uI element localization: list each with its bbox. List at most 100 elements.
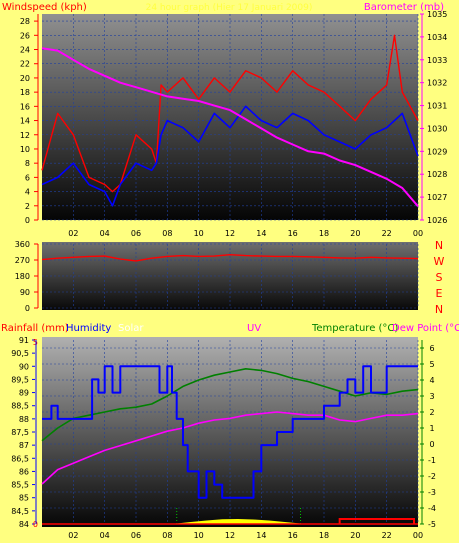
lower-x-tick-18: 18 <box>319 531 329 540</box>
wind-y-tick-12: 12 <box>20 131 30 140</box>
direction-grid <box>42 243 419 309</box>
humidity-line <box>42 365 418 499</box>
hum-y-tick-90: 90 <box>19 362 29 371</box>
temperature-label: Temperature (°C) <box>311 323 398 334</box>
lower-x-tick-12: 12 <box>225 531 235 540</box>
wind-y-tick-4: 4 <box>25 188 30 197</box>
wind-y-tick-8: 8 <box>25 159 30 168</box>
barometer-line <box>41 47 419 207</box>
temp-y-tick--4: -4 <box>428 504 436 513</box>
series-group <box>41 34 419 525</box>
wind-avg-line <box>41 105 419 207</box>
compass-n-bottom: N <box>435 303 443 316</box>
baro-y-tick-1031: 1031 <box>427 102 447 111</box>
wind-y-tick-24: 24 <box>20 46 30 55</box>
baro-y-tick-1026: 1026 <box>427 216 447 225</box>
hum-y-tick-89: 89 <box>19 389 29 398</box>
wind-x-tick-18: 18 <box>319 229 329 238</box>
lower-x-tick-22: 22 <box>382 531 392 540</box>
rainfall-label: Rainfall (mm) <box>1 323 69 334</box>
wind-y-tick-14: 14 <box>20 117 30 126</box>
lower-x-tick-16: 16 <box>288 531 298 540</box>
lower-x-tick-02: 02 <box>68 531 78 540</box>
temp-y-tick-0: 0 <box>429 440 434 449</box>
baro-y-tick-1028: 1028 <box>427 170 447 179</box>
wind-y-tick-6: 6 <box>25 173 30 182</box>
dir-y-tick-0: 0 <box>25 304 30 313</box>
wind-y-tick-0: 0 <box>25 216 30 225</box>
dir-y-tick-90: 90 <box>20 288 30 297</box>
wind-gust-line <box>41 34 419 193</box>
temp-y-tick--3: -3 <box>428 488 436 497</box>
hum-y-tick-85,5: 85,5 <box>11 481 29 490</box>
wind-y-tick-10: 10 <box>20 145 30 154</box>
chart-title: 24 hour graph (Hier 17 Januari 2009) <box>146 3 313 13</box>
hum-y-tick-88: 88 <box>19 415 29 424</box>
hum-y-tick-86: 86 <box>19 467 29 476</box>
hum-y-tick-87: 87 <box>19 441 29 450</box>
compass-n-top: N <box>435 239 443 252</box>
hum-y-tick-84,5: 84,5 <box>11 507 29 516</box>
temp-y-tick--1: -1 <box>428 456 436 465</box>
baro-y-tick-1033: 1033 <box>427 56 447 65</box>
wind-y-tick-18: 18 <box>20 88 30 97</box>
dewpoint-label: Dew Point (°C) <box>392 323 459 334</box>
wind-x-tick-10: 10 <box>194 229 204 238</box>
baro-y-tick-1030: 1030 <box>427 124 447 133</box>
wind-x-tick-04: 04 <box>100 229 110 238</box>
temp-y-tick-3: 3 <box>429 392 434 401</box>
baro-y-tick-1034: 1034 <box>427 33 447 42</box>
lower-x-tick-14: 14 <box>256 531 266 540</box>
wind-x-tick-00: 00 <box>413 229 423 238</box>
lower-x-tick-00: 00 <box>413 531 423 540</box>
rain-y-tick-5: 5 <box>33 338 38 347</box>
wind-y-tick-22: 22 <box>20 60 30 69</box>
temp-y-tick--5: -5 <box>428 520 436 529</box>
wind-x-tick-02: 02 <box>68 229 78 238</box>
wind-y-tick-28: 28 <box>20 17 30 26</box>
wind-x-tick-06: 06 <box>131 229 141 238</box>
hum-y-tick-86,5: 86,5 <box>11 454 29 463</box>
baro-y-tick-1027: 1027 <box>427 193 447 202</box>
wind-x-tick-16: 16 <box>288 229 298 238</box>
dewpoint-line <box>41 411 419 485</box>
humidity-label: Humidity <box>66 323 111 334</box>
baro-y-tick-1032: 1032 <box>427 79 447 88</box>
hum-y-tick-90,5: 90,5 <box>11 349 29 358</box>
temp-y-tick-5: 5 <box>429 360 434 369</box>
wind-x-tick-14: 14 <box>256 229 266 238</box>
hum-y-tick-91: 91 <box>19 336 29 345</box>
wind-y-tick-20: 20 <box>20 74 30 83</box>
wind-y-tick-26: 26 <box>20 31 30 40</box>
baro-y-tick-1035: 1035 <box>427 10 447 19</box>
temperature-line <box>41 367 419 442</box>
hum-y-tick-89,5: 89,5 <box>11 375 29 384</box>
lower-x-tick-04: 04 <box>100 531 110 540</box>
axes: 02 04 06 08 10 12 14 16 18 20 22 000246810121416182… <box>11 10 447 540</box>
lower-x-tick-20: 20 <box>350 531 360 540</box>
wind-x-tick-08: 08 <box>162 229 172 238</box>
compass-w: W <box>434 255 445 268</box>
rain-line <box>338 518 415 524</box>
temp-y-tick-6: 6 <box>429 344 434 353</box>
windspeed-label: Windspeed (kph) <box>2 2 87 13</box>
solar-label: Solar <box>118 323 144 334</box>
wind-direction-line <box>41 253 419 262</box>
uv-label: UV <box>247 323 261 334</box>
dir-y-tick-360: 360 <box>15 240 30 249</box>
wind-grid <box>42 14 419 221</box>
wind-y-tick-2: 2 <box>25 202 30 211</box>
hum-y-tick-84: 84 <box>19 520 29 529</box>
compass-s: S <box>436 271 443 284</box>
wind-x-tick-22: 22 <box>382 229 392 238</box>
wind-x-tick-20: 20 <box>350 229 360 238</box>
baro-y-tick-1029: 1029 <box>427 147 447 156</box>
lower-x-tick-10: 10 <box>194 531 204 540</box>
wind-panel-background <box>42 14 418 220</box>
lower-x-tick-06: 06 <box>131 531 141 540</box>
dir-y-tick-180: 180 <box>15 272 30 281</box>
compass-e: E <box>436 287 443 300</box>
temp-y-tick-2: 2 <box>429 408 434 417</box>
temp-y-tick--2: -2 <box>428 472 436 481</box>
